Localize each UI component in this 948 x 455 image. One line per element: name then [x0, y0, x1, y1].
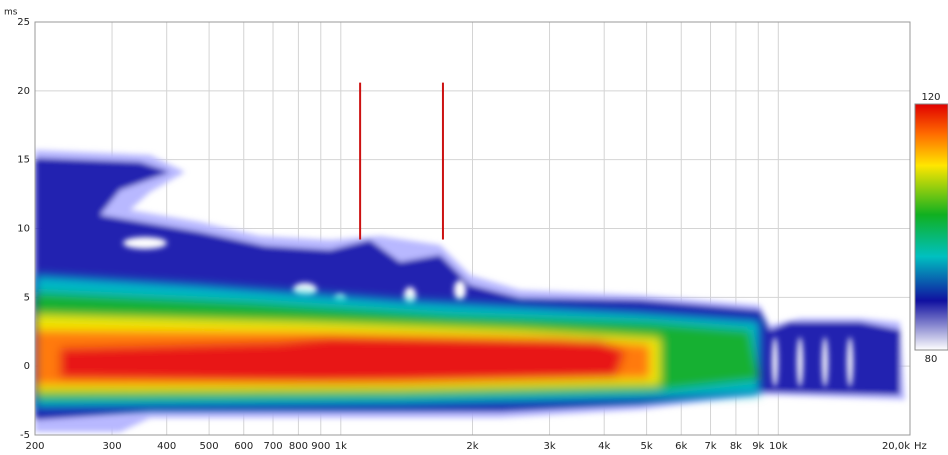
y-tick-label: 5 [24, 292, 30, 303]
y-tick-label: -5 [20, 430, 30, 441]
x-tick-label: 700 [263, 441, 282, 452]
colorbar-tick-label: 80 [925, 354, 938, 365]
x-tick-label: 900 [311, 441, 330, 452]
x-tick-label: 500 [200, 441, 219, 452]
x-tick-label: 20,0k [882, 441, 910, 452]
x-tick-label: 3k [543, 441, 555, 452]
x-tick-label: 400 [157, 441, 176, 452]
x-tick-label: 5k [641, 441, 653, 452]
x-tick-label: 6k [675, 441, 687, 452]
x-tick-label: 600 [234, 441, 253, 452]
x-unit: Hz [914, 441, 927, 452]
y-unit: ms [4, 8, 18, 18]
colorbar-tick-label: 120 [921, 92, 940, 103]
x-tick-label: 2k [466, 441, 478, 452]
x-tick-label: 300 [102, 441, 121, 452]
x-tick-label: 8k [730, 441, 742, 452]
x-tick-label: 200 [25, 441, 44, 452]
axes: 200 300 400 500 600 700 800 900 1k 2k 3k 4k 5k 6k 7k 8k… [4, 8, 927, 453]
y-tick-label: 15 [17, 155, 30, 166]
x-tick-label: 4k [598, 441, 610, 452]
plot-border [34, 21, 911, 436]
x-tick-label: 9k [752, 441, 764, 452]
x-tick-label: 10k [769, 441, 788, 452]
y-tick-label: 25 [17, 17, 30, 28]
heatmap [35, 150, 905, 432]
x-tick-label: 7k [704, 441, 716, 452]
y-tick-label: 10 [17, 224, 30, 235]
colorbar [914, 103, 948, 351]
x-tick-label: 800 [289, 441, 308, 452]
x-tick-label: 1k [335, 441, 347, 452]
y-tick-label: 20 [17, 86, 30, 97]
y-tick-label: 0 [24, 361, 30, 372]
